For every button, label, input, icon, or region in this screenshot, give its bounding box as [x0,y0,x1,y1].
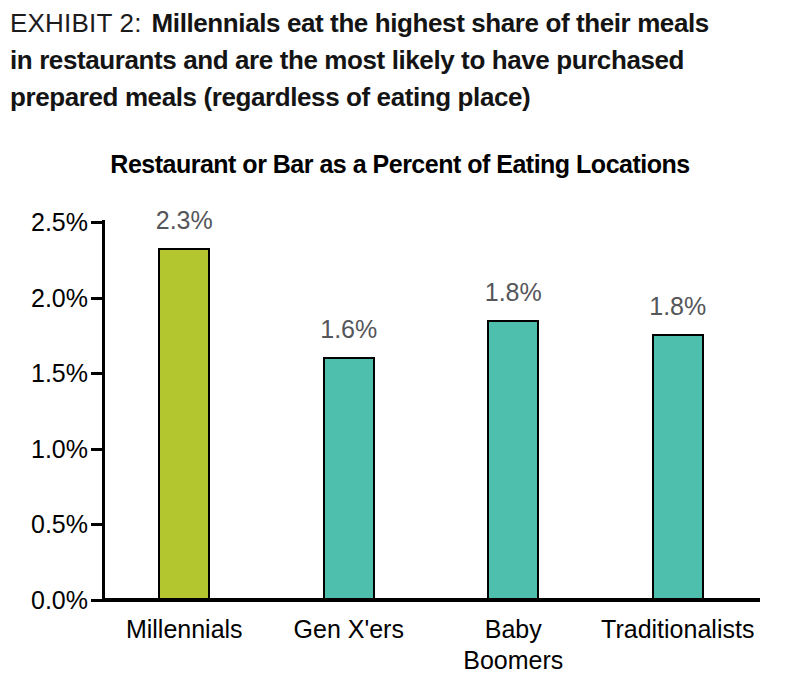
y-axis-tick [91,523,102,526]
category-label-line: Gen X'ers [294,615,404,643]
category-label-line: Baby [485,615,542,643]
bar-gen-x-ers [323,357,375,600]
category-label-gen-x-ers: Gen X'ers [259,614,439,645]
bar-value-label-traditionalists: 1.8% [613,291,743,321]
y-axis-line [102,220,105,602]
category-label-line: Millennials [126,615,243,643]
y-axis-tick-label: 0.5% [10,509,88,539]
bar-value-label-gen-x-ers: 1.6% [284,314,414,344]
bar-value-label-baby-boomers: 1.8% [448,277,578,307]
y-axis-tick-label: 0.0% [10,585,88,615]
y-axis-tick-label: 2.5% [10,207,88,237]
category-label-baby-boomers: Baby Boomers [423,614,603,676]
bar-value-label-millennials: 2.3% [119,205,249,235]
y-axis-tick [91,221,102,224]
bar-traditionalists [652,334,704,600]
y-axis-tick [91,599,102,602]
category-label-millennials: Millennials [94,614,274,645]
y-axis-tick-label: 1.0% [10,434,88,464]
y-axis-tick [91,297,102,300]
y-axis-tick [91,448,102,451]
bar-chart-plot-area: 0.0% 0.5% 1.0% 1.5% 2.0% 2.5% 2.3% Millennials 1… [0,0,800,683]
category-label-line: Boomers [463,646,563,674]
bar-millennials [158,248,210,600]
y-axis-tick-label: 1.5% [10,358,88,388]
bar-baby-boomers [487,320,539,600]
category-label-traditionalists: Traditionalists [588,614,768,645]
x-axis-line [102,598,760,602]
y-axis-tick [91,372,102,375]
y-axis-tick-label: 2.0% [10,283,88,313]
category-label-line: Traditionalists [601,615,754,643]
